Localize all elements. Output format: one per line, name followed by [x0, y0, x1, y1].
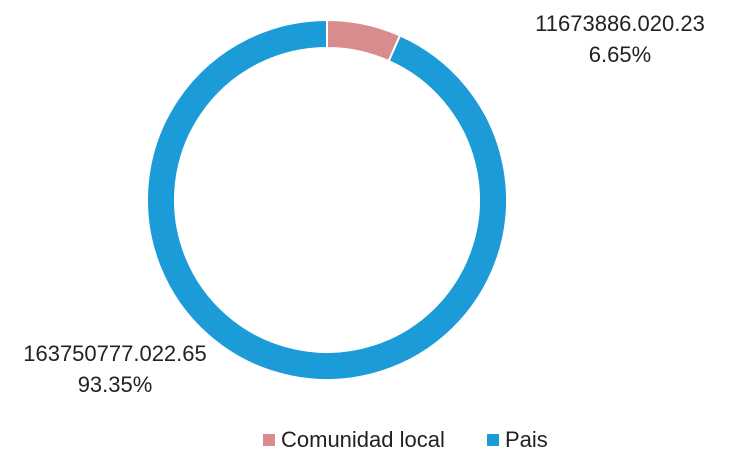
amount-label: 11673886.020.23 [535, 11, 705, 36]
legend-label: Pais [505, 427, 548, 452]
percent-label: 6.65% [589, 42, 651, 67]
legend-swatch [487, 434, 499, 446]
donut-slice [326, 18, 402, 63]
legend-swatch [263, 434, 275, 446]
percent-label: 93.35% [78, 372, 153, 397]
amount-label: 163750777.022.65 [23, 341, 207, 366]
donut-slice [146, 18, 508, 381]
legend-label: Comunidad local [281, 427, 445, 452]
